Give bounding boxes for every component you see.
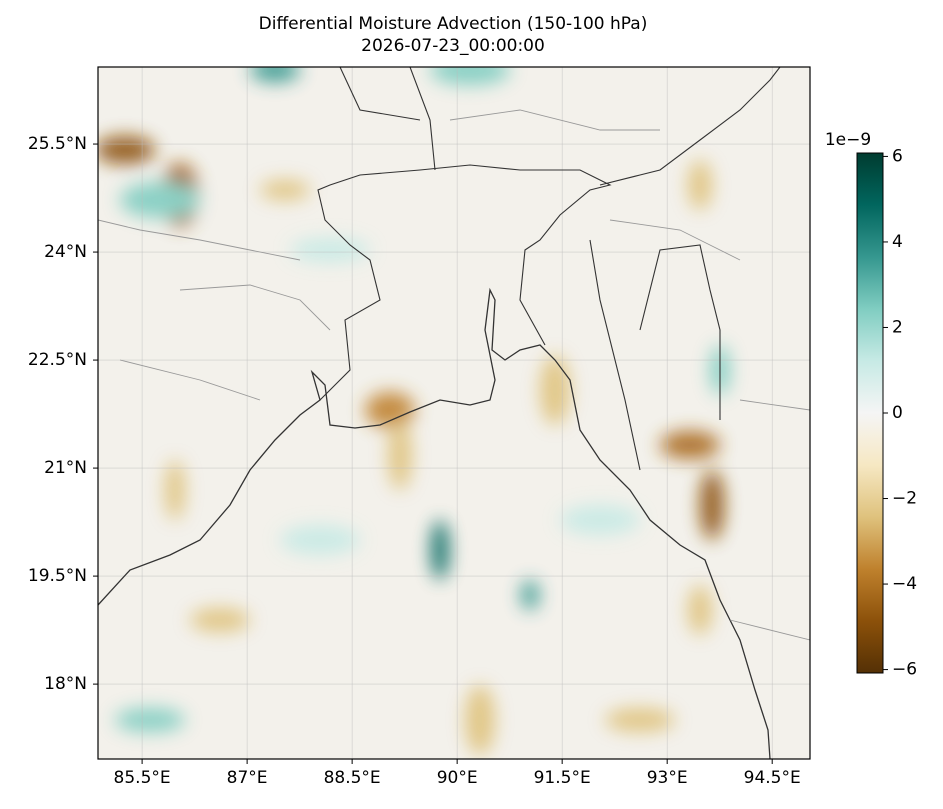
- map-subtitle: 2026-07-23_00:00:00: [361, 36, 545, 56]
- x-tick-label: 93°E: [647, 768, 688, 788]
- x-tick-label: 87°E: [227, 768, 268, 788]
- map-title: Differential Moisture Advection (150-100…: [259, 14, 648, 34]
- colorbar-tick-label: 2: [892, 317, 903, 337]
- y-tick-label: 21°N: [44, 458, 87, 478]
- x-tick-label: 88.5°E: [324, 768, 381, 788]
- coastline: [98, 287, 771, 759]
- y-tick-label: 25.5°N: [28, 134, 87, 154]
- grid: [98, 67, 810, 759]
- x-tick-label: 90°E: [437, 768, 478, 788]
- colorbar-offset-label: 1e−9: [825, 130, 871, 150]
- x-tick-label: 91.5°E: [534, 768, 591, 788]
- y-tick-label: 18°N: [44, 674, 87, 694]
- colorbar: [856, 152, 884, 674]
- y-tick-label: 22.5°N: [28, 350, 87, 370]
- y-tick-label: 19.5°N: [28, 566, 87, 586]
- x-tick-label: 85.5°E: [114, 768, 171, 788]
- map-frame: [97, 66, 811, 760]
- x-tick-label: 94.5°E: [744, 768, 801, 788]
- admin-borders: [98, 109, 810, 641]
- borders: [317, 67, 781, 471]
- colorbar-tick-label: −4: [892, 574, 917, 594]
- colorbar-tick-label: 6: [892, 146, 903, 166]
- y-tick-label: 24°N: [44, 242, 87, 262]
- colorbar-tick-label: −6: [892, 660, 917, 680]
- map-field: [98, 67, 810, 759]
- colorbar-tick-label: 4: [892, 232, 903, 252]
- colorbar-tick-label: 0: [892, 403, 903, 423]
- colorbar-tick-label: −2: [892, 489, 917, 509]
